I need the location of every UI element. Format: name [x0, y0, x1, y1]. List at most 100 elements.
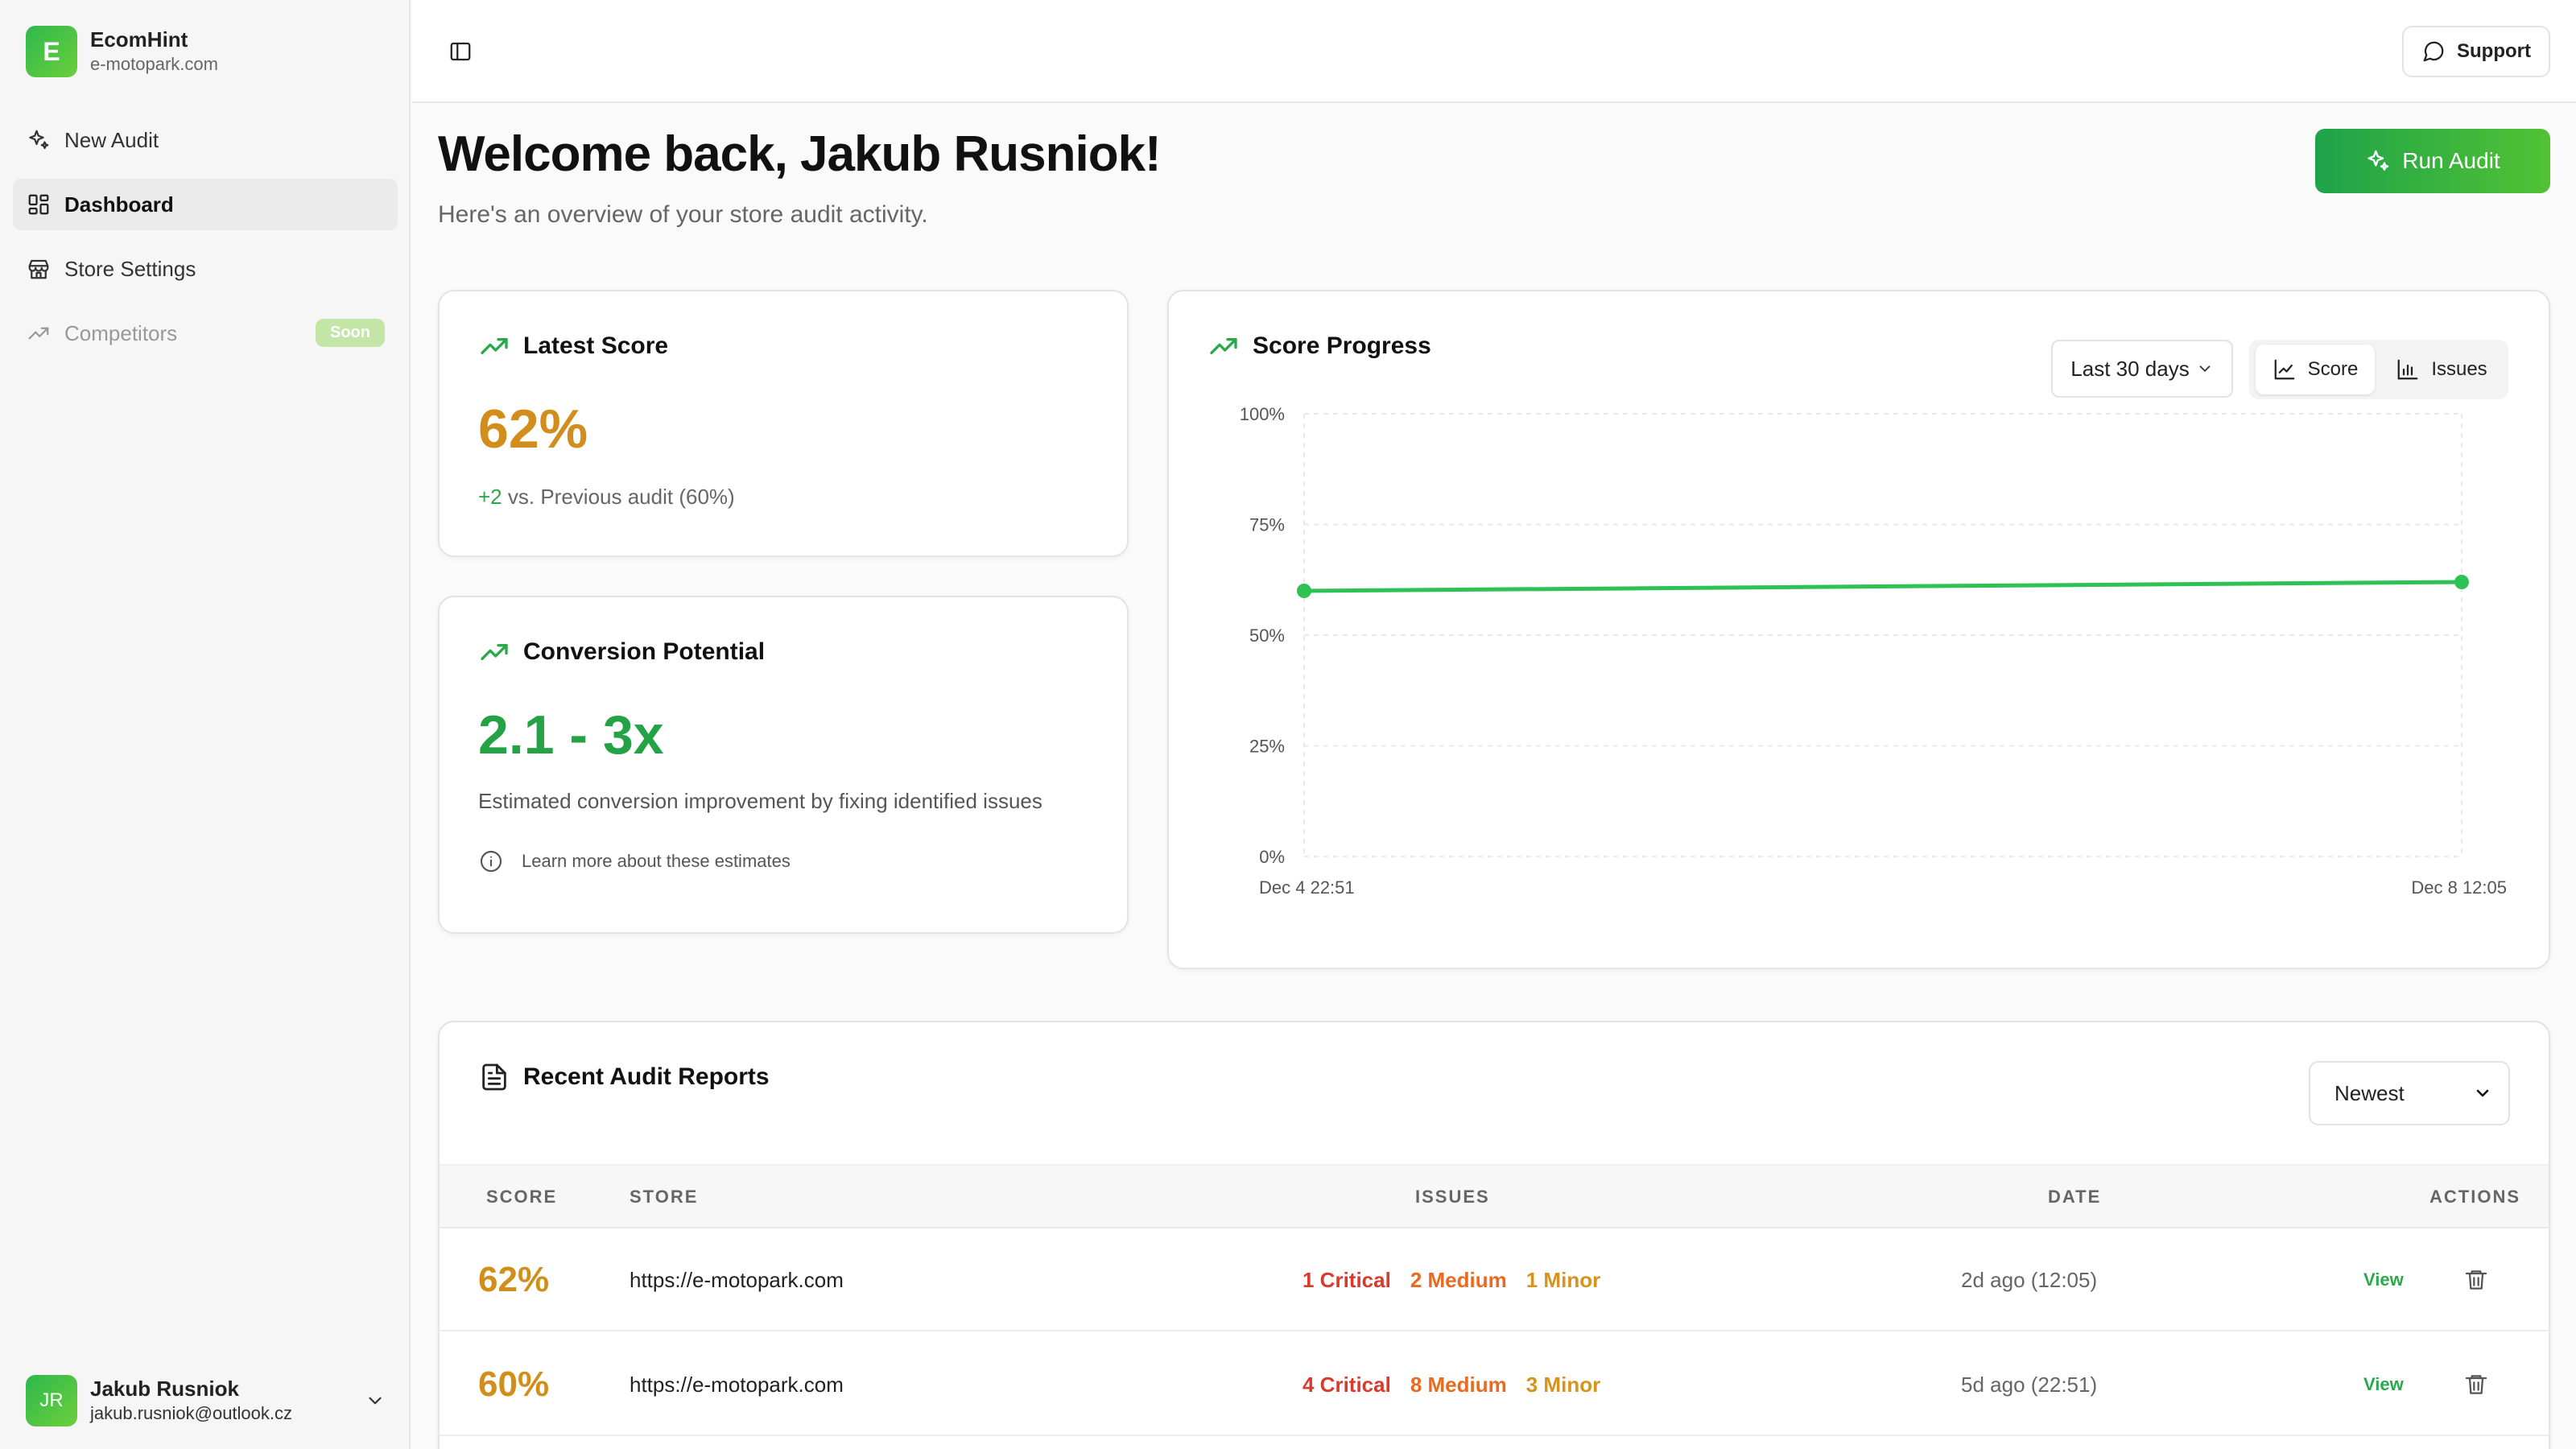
- support-button[interactable]: Support: [2402, 26, 2550, 77]
- recent-audit-reports-card: Recent Audit Reports Newest SCORE STORE …: [438, 1021, 2550, 1449]
- column-header-store: STORE: [630, 1187, 699, 1207]
- learn-more-link[interactable]: Learn more about these estimates: [478, 848, 791, 874]
- view-report-button[interactable]: View: [2363, 1269, 2404, 1290]
- row-store-url: https://e-motopark.com: [630, 1267, 844, 1292]
- card-header: Conversion Potential: [478, 636, 765, 668]
- avatar: JR: [26, 1375, 77, 1426]
- card-title: Score Progress: [1253, 332, 1431, 359]
- trending-up-icon: [1210, 338, 1237, 354]
- support-label: Support: [2457, 40, 2531, 62]
- run-audit-button[interactable]: Run Audit: [2315, 129, 2550, 193]
- sidebar-item-label: New Audit: [64, 127, 159, 152]
- row-issues: 1 Critical 2 Medium 1 Minor: [1302, 1228, 1620, 1331]
- sort-label: Newest: [2334, 1080, 2405, 1105]
- minor-count: 3 Minor: [1525, 1372, 1601, 1397]
- page-title: Welcome back, Jakub Rusniok!: [438, 126, 1162, 182]
- minor-count: 1 Minor: [1525, 1267, 1601, 1292]
- store-icon: [26, 256, 52, 282]
- trash-icon: [2465, 1270, 2487, 1290]
- conversion-description: Estimated conversion improvement by fixi…: [478, 789, 1042, 813]
- chart-mode-toggle: Score Issues: [2249, 340, 2508, 399]
- medium-count: 2 Medium: [1410, 1267, 1507, 1292]
- score-mode-label: Score: [2307, 358, 2359, 380]
- data-point: [2454, 575, 2469, 589]
- score-delta-note: vs. Previous audit (60%): [507, 485, 735, 509]
- card-title: Latest Score: [523, 332, 669, 359]
- conversion-value: 2.1 - 3x: [478, 704, 664, 766]
- y-tick-label: 50%: [1249, 625, 1285, 646]
- column-header-date: DATE: [2048, 1187, 2102, 1207]
- topbar: Support: [412, 0, 2576, 103]
- delete-report-button[interactable]: [2463, 1228, 2489, 1331]
- column-header-issues: ISSUES: [1415, 1187, 1490, 1207]
- row-score: 60%: [478, 1364, 550, 1404]
- brand[interactable]: E EcomHint e-motopark.com: [26, 26, 218, 77]
- card-title: Recent Audit Reports: [523, 1063, 770, 1090]
- view-report-button[interactable]: View: [2363, 1374, 2404, 1394]
- user-info: Jakub Rusniok jakub.rusniok@outlook.cz: [90, 1376, 362, 1426]
- sidebar-item-new-audit[interactable]: New Audit: [13, 114, 398, 166]
- x-tick-label: Dec 4 22:51: [1259, 877, 1355, 898]
- sidebar-item-label: Dashboard: [64, 192, 174, 217]
- sidebar-item-store-settings[interactable]: Store Settings: [13, 243, 398, 295]
- data-point: [1297, 584, 1311, 598]
- table-row: 62% https://e-motopark.com 1 Critical 2 …: [440, 1228, 2549, 1331]
- learn-more-label: Learn more about these estimates: [522, 851, 791, 871]
- chevron-down-icon[interactable]: [362, 1388, 388, 1414]
- sidebar-nav: New Audit Dashboard Store Settings Compe…: [13, 114, 398, 372]
- chevron-down-icon: [2199, 365, 2211, 372]
- critical-count: 4 Critical: [1302, 1372, 1391, 1397]
- chevron-down-icon: [2476, 1089, 2489, 1097]
- user-name: Jakub Rusniok: [90, 1377, 239, 1401]
- card-title: Conversion Potential: [523, 638, 766, 665]
- sidebar-item-dashboard[interactable]: Dashboard: [13, 179, 398, 230]
- issues-mode-button[interactable]: Issues: [2381, 345, 2502, 394]
- series-line: [1303, 580, 2462, 593]
- y-tick-label: 25%: [1249, 737, 1285, 757]
- card-header: Score Progress: [1208, 330, 1431, 362]
- table-row: 60% https://e-motopark.com 4 Critical 8 …: [440, 1333, 2549, 1436]
- brand-logo: E: [26, 26, 77, 77]
- issues-mode-label: Issues: [2431, 358, 2487, 380]
- column-header-score: SCORE: [486, 1187, 558, 1207]
- user-email: jakub.rusniok@outlook.cz: [90, 1403, 293, 1423]
- row-date: 5d ago (22:51): [1961, 1372, 2098, 1397]
- score-delta: +2: [478, 485, 502, 509]
- sort-select[interactable]: Newest: [2309, 1061, 2510, 1125]
- sparkles-icon: [26, 127, 52, 153]
- trending-up-icon: [26, 320, 52, 346]
- info-icon: [480, 850, 502, 873]
- date-range-select[interactable]: Last 30 days: [2051, 340, 2233, 398]
- sidebar-toggle-icon[interactable]: [444, 35, 477, 68]
- sparkles-icon: [2368, 150, 2389, 171]
- sidebar-item-label: Competitors: [64, 320, 178, 345]
- score-line-chart: 0% 25% 50% 75% 100% Dec 4 22:51 Dec 8 12:05: [1240, 404, 2507, 898]
- row-score: 62%: [478, 1260, 550, 1299]
- trash-icon: [2465, 1375, 2487, 1394]
- line-chart-icon: [2274, 359, 2295, 380]
- latest-score-value: 62%: [478, 398, 588, 460]
- brand-name: EcomHint: [90, 27, 188, 52]
- date-range-label: Last 30 days: [2070, 356, 2190, 381]
- delete-report-button[interactable]: [2463, 1333, 2489, 1436]
- critical-count: 1 Critical: [1302, 1267, 1391, 1292]
- row-date: 2d ago (12:05): [1961, 1267, 2098, 1292]
- trending-up-icon: [481, 644, 508, 660]
- dashboard-grid-icon: [26, 192, 52, 217]
- y-tick-label: 100%: [1240, 404, 1285, 424]
- y-tick-label: 75%: [1249, 515, 1285, 535]
- sidebar-item-label: Store Settings: [64, 256, 196, 281]
- row-issues: 4 Critical 8 Medium 3 Minor: [1302, 1333, 1620, 1436]
- bar-chart-icon: [2397, 359, 2418, 380]
- trending-up-icon: [481, 338, 508, 354]
- score-mode-button[interactable]: Score: [2256, 345, 2375, 394]
- file-text-icon: [482, 1063, 506, 1091]
- card-header: Recent Audit Reports: [478, 1061, 770, 1093]
- score-comparison: +2 vs. Previous audit (60%): [478, 485, 735, 510]
- column-header-actions: ACTIONS: [2429, 1187, 2520, 1207]
- soon-badge: Soon: [316, 319, 385, 347]
- score-progress-card: Score Progress Last 30 days Score Issues…: [1167, 290, 2550, 969]
- message-circle-icon: [2423, 41, 2444, 62]
- sidebar-item-competitors[interactable]: Competitors Soon: [13, 308, 398, 359]
- user-menu[interactable]: JR Jakub Rusniok jakub.rusniok@outlook.c…: [26, 1375, 388, 1426]
